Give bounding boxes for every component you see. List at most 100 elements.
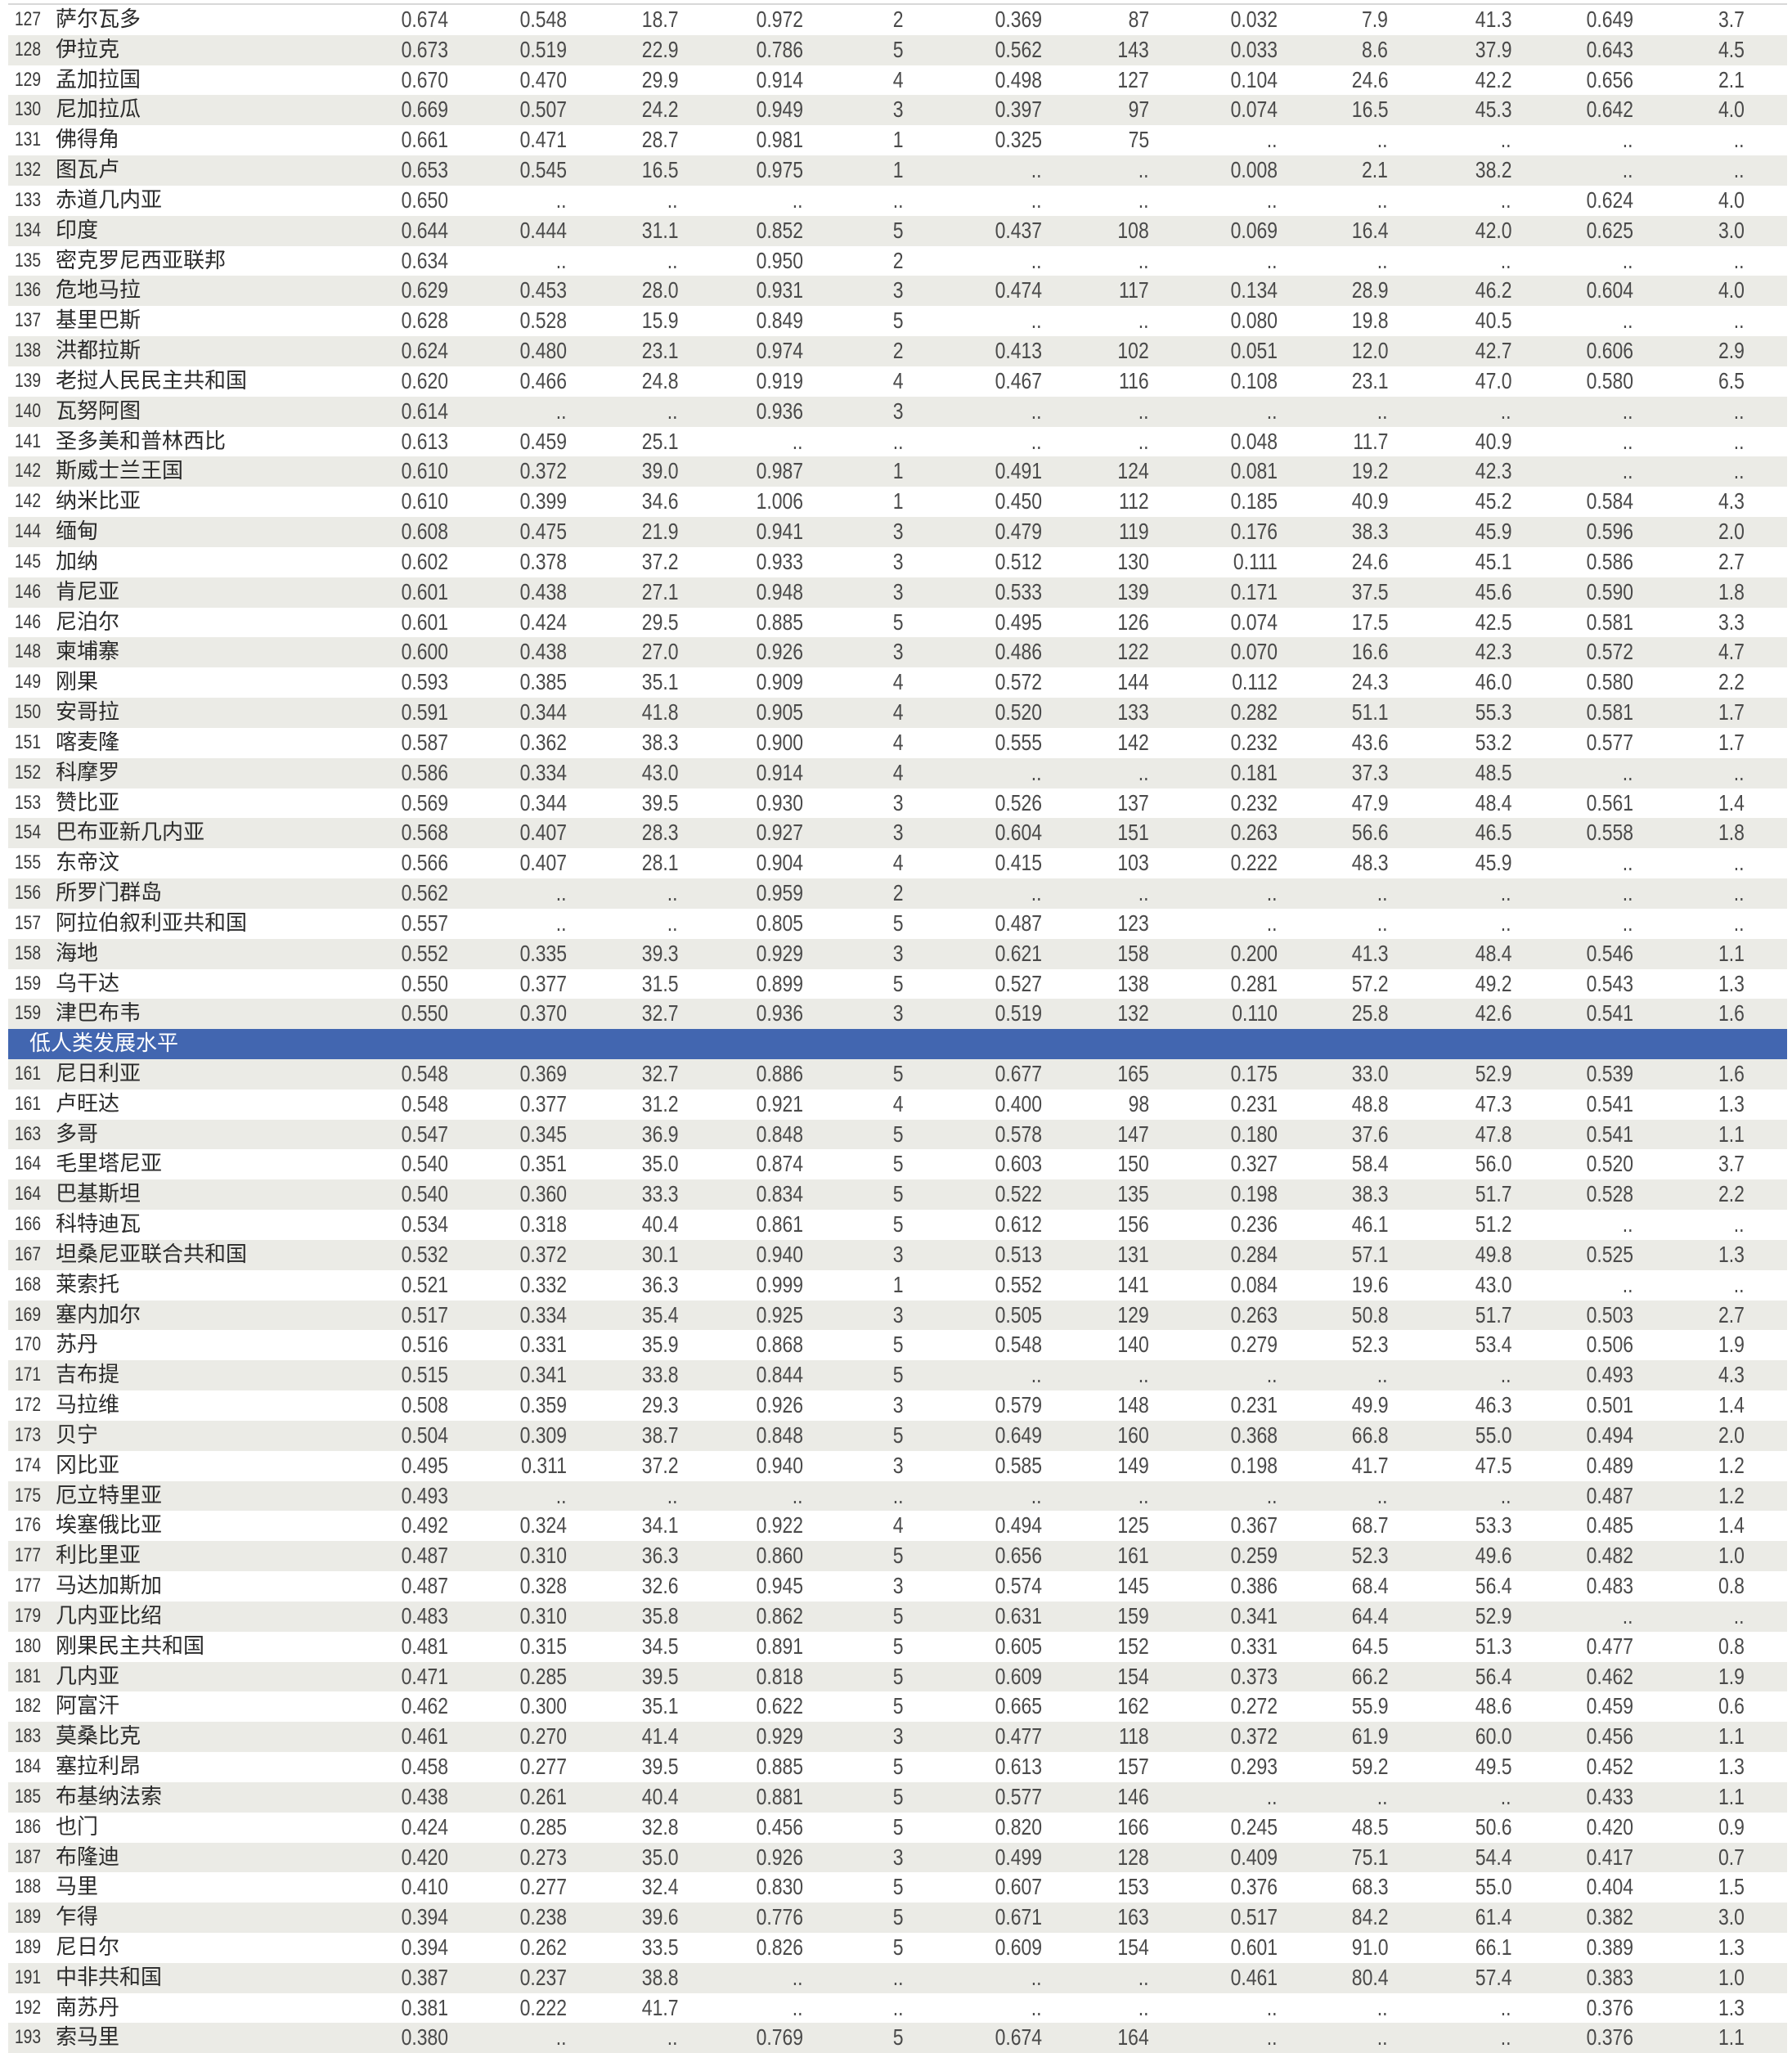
- value-cell: 0.462: [401, 1693, 448, 1719]
- value-cell: 166: [1117, 1813, 1149, 1840]
- value-cell: 0.885: [756, 1754, 803, 1780]
- value-cell: 0.477: [1586, 1633, 1633, 1659]
- value-cell: 0.541: [1586, 1121, 1633, 1147]
- value-cell: 0.461: [401, 1723, 448, 1750]
- country-name: 图瓦卢: [56, 158, 120, 183]
- table-row: 156 所罗门群岛 0.562.... 0.959 2..............: [8, 878, 1787, 909]
- value-cell: 0.525: [1586, 1241, 1633, 1267]
- value-cell: 33.0: [1351, 1060, 1388, 1086]
- group-header-row: 低人类发展水平: [8, 1029, 1787, 1059]
- value-cell: 1.1: [1718, 940, 1745, 966]
- value-cell: 0.491: [995, 458, 1042, 484]
- value-cell: ..: [1734, 910, 1745, 936]
- value-cell: 0.378: [519, 548, 567, 574]
- value-cell: 42.3: [1475, 458, 1511, 484]
- value-cell: 57.4: [1475, 1964, 1511, 1990]
- value-cell: ..: [556, 186, 567, 213]
- value-cell: ..: [1267, 127, 1278, 153]
- country-name: 几内亚: [56, 1664, 120, 1689]
- value-cell: 8.6: [1362, 36, 1388, 62]
- value-cell: 0.175: [1230, 1060, 1278, 1086]
- country-name: 南苏丹: [56, 1995, 120, 2020]
- value-cell: 0.480: [519, 338, 567, 364]
- value-cell: 0.848: [756, 1121, 803, 1147]
- value-cell: 23.1: [641, 338, 678, 364]
- value-cell: 51.1: [1351, 699, 1388, 726]
- value-cell: 0.603: [995, 1151, 1042, 1177]
- table-row: 142 纳米比亚 0.610 0.399 34.6 1.006 1 0.450 112 0.185…: [8, 487, 1787, 517]
- value-cell: 35.9: [641, 1332, 678, 1358]
- value-cell: 0.610: [401, 458, 448, 484]
- value-cell: 158: [1117, 940, 1149, 966]
- value-cell: 126: [1117, 609, 1149, 635]
- value-cell: 2.2: [1718, 1181, 1745, 1207]
- value-cell: 1.1: [1718, 1783, 1745, 1809]
- value-cell: 38.3: [1351, 519, 1388, 545]
- value-cell: ..: [1501, 880, 1511, 906]
- table-row: 145 加纳 0.602 0.378 37.2 0.933 3 0.512 130 0.111 24…: [8, 547, 1787, 577]
- rank-cell: 138: [15, 339, 42, 362]
- value-cell: ..: [556, 247, 567, 273]
- value-cell: 0.495: [995, 609, 1042, 635]
- value-cell: 31.1: [641, 217, 678, 243]
- value-cell: 0.649: [995, 1422, 1042, 1448]
- rank-cell: 150: [15, 701, 42, 724]
- value-cell: 0.513: [995, 1241, 1042, 1267]
- value-cell: 0.613: [401, 428, 448, 454]
- value-cell: 0.669: [401, 97, 448, 123]
- value-cell: 1.0: [1718, 1543, 1745, 1569]
- value-cell: 38.3: [1351, 1181, 1388, 1207]
- value-cell: 0.334: [519, 1301, 567, 1327]
- value-cell: 2: [893, 880, 904, 906]
- country-name: 加纳: [56, 549, 99, 574]
- value-cell: 0.926: [756, 1392, 803, 1418]
- rank-cell: 134: [15, 218, 42, 241]
- value-cell: 35.0: [641, 1151, 678, 1177]
- value-cell: 3: [893, 1241, 904, 1267]
- value-cell: 0.561: [1586, 789, 1633, 815]
- country-name: 阿拉伯叙利亚共和国: [56, 910, 248, 936]
- value-cell: 3: [893, 1392, 904, 1418]
- value-cell: 0.860: [756, 1543, 803, 1569]
- value-cell: 0.389: [1586, 1934, 1633, 1960]
- table-row: 150 安哥拉 0.591 0.344 41.8 0.905 4 0.520 133 0.282 5…: [8, 698, 1787, 728]
- value-cell: 52.9: [1475, 1060, 1511, 1086]
- value-cell: 0.385: [519, 669, 567, 695]
- value-cell: 0.272: [1230, 1693, 1278, 1719]
- country-name: 厄立特里亚: [56, 1483, 163, 1508]
- country-name: 莫桑比克: [56, 1724, 141, 1750]
- value-cell: 40.9: [1475, 428, 1511, 454]
- value-cell: 0.818: [756, 1663, 803, 1689]
- value-cell: 0.604: [995, 820, 1042, 846]
- value-cell: 0.606: [1586, 338, 1633, 364]
- country-name: 乍得: [56, 1905, 99, 1930]
- value-cell: ..: [893, 428, 904, 454]
- value-cell: 0.534: [401, 1211, 448, 1238]
- value-cell: 0.539: [1586, 1060, 1633, 1086]
- value-cell: 1.3: [1718, 1241, 1745, 1267]
- value-cell: 7.9: [1362, 7, 1388, 32]
- value-cell: 41.4: [641, 1723, 678, 1750]
- value-cell: 0.914: [756, 759, 803, 785]
- rank-cell: 137: [15, 309, 42, 332]
- value-cell: 0.914: [756, 66, 803, 92]
- rank-cell: 142: [15, 490, 42, 513]
- value-cell: 0.634: [401, 247, 448, 273]
- value-cell: 0.674: [995, 2024, 1042, 2051]
- value-cell: 1: [893, 157, 904, 183]
- table-row: 183 莫桑比克 0.461 0.270 41.4 0.929 3 0.477 118 0.372…: [8, 1722, 1787, 1753]
- value-cell: ..: [1734, 458, 1745, 484]
- value-cell: 1: [893, 127, 904, 153]
- rank-cell: 173: [15, 1423, 42, 1446]
- rank-cell: 128: [15, 38, 42, 61]
- value-cell: 0.200: [1230, 940, 1278, 966]
- value-cell: ..: [1267, 1994, 1278, 2020]
- value-cell: 0.868: [756, 1332, 803, 1358]
- rank-cell: 182: [15, 1695, 42, 1718]
- value-cell: 0.925: [756, 1301, 803, 1327]
- table-row: 148 柬埔寨 0.600 0.438 27.0 0.926 3 0.486 122 0.070 1…: [8, 637, 1787, 668]
- table-row: 167 坦桑尼亚联合共和国 0.532 0.372 30.1 0.940 3 0.513 131…: [8, 1239, 1787, 1270]
- value-cell: 64.5: [1351, 1633, 1388, 1659]
- value-cell: 0.074: [1230, 609, 1278, 635]
- value-cell: ..: [1267, 1482, 1278, 1508]
